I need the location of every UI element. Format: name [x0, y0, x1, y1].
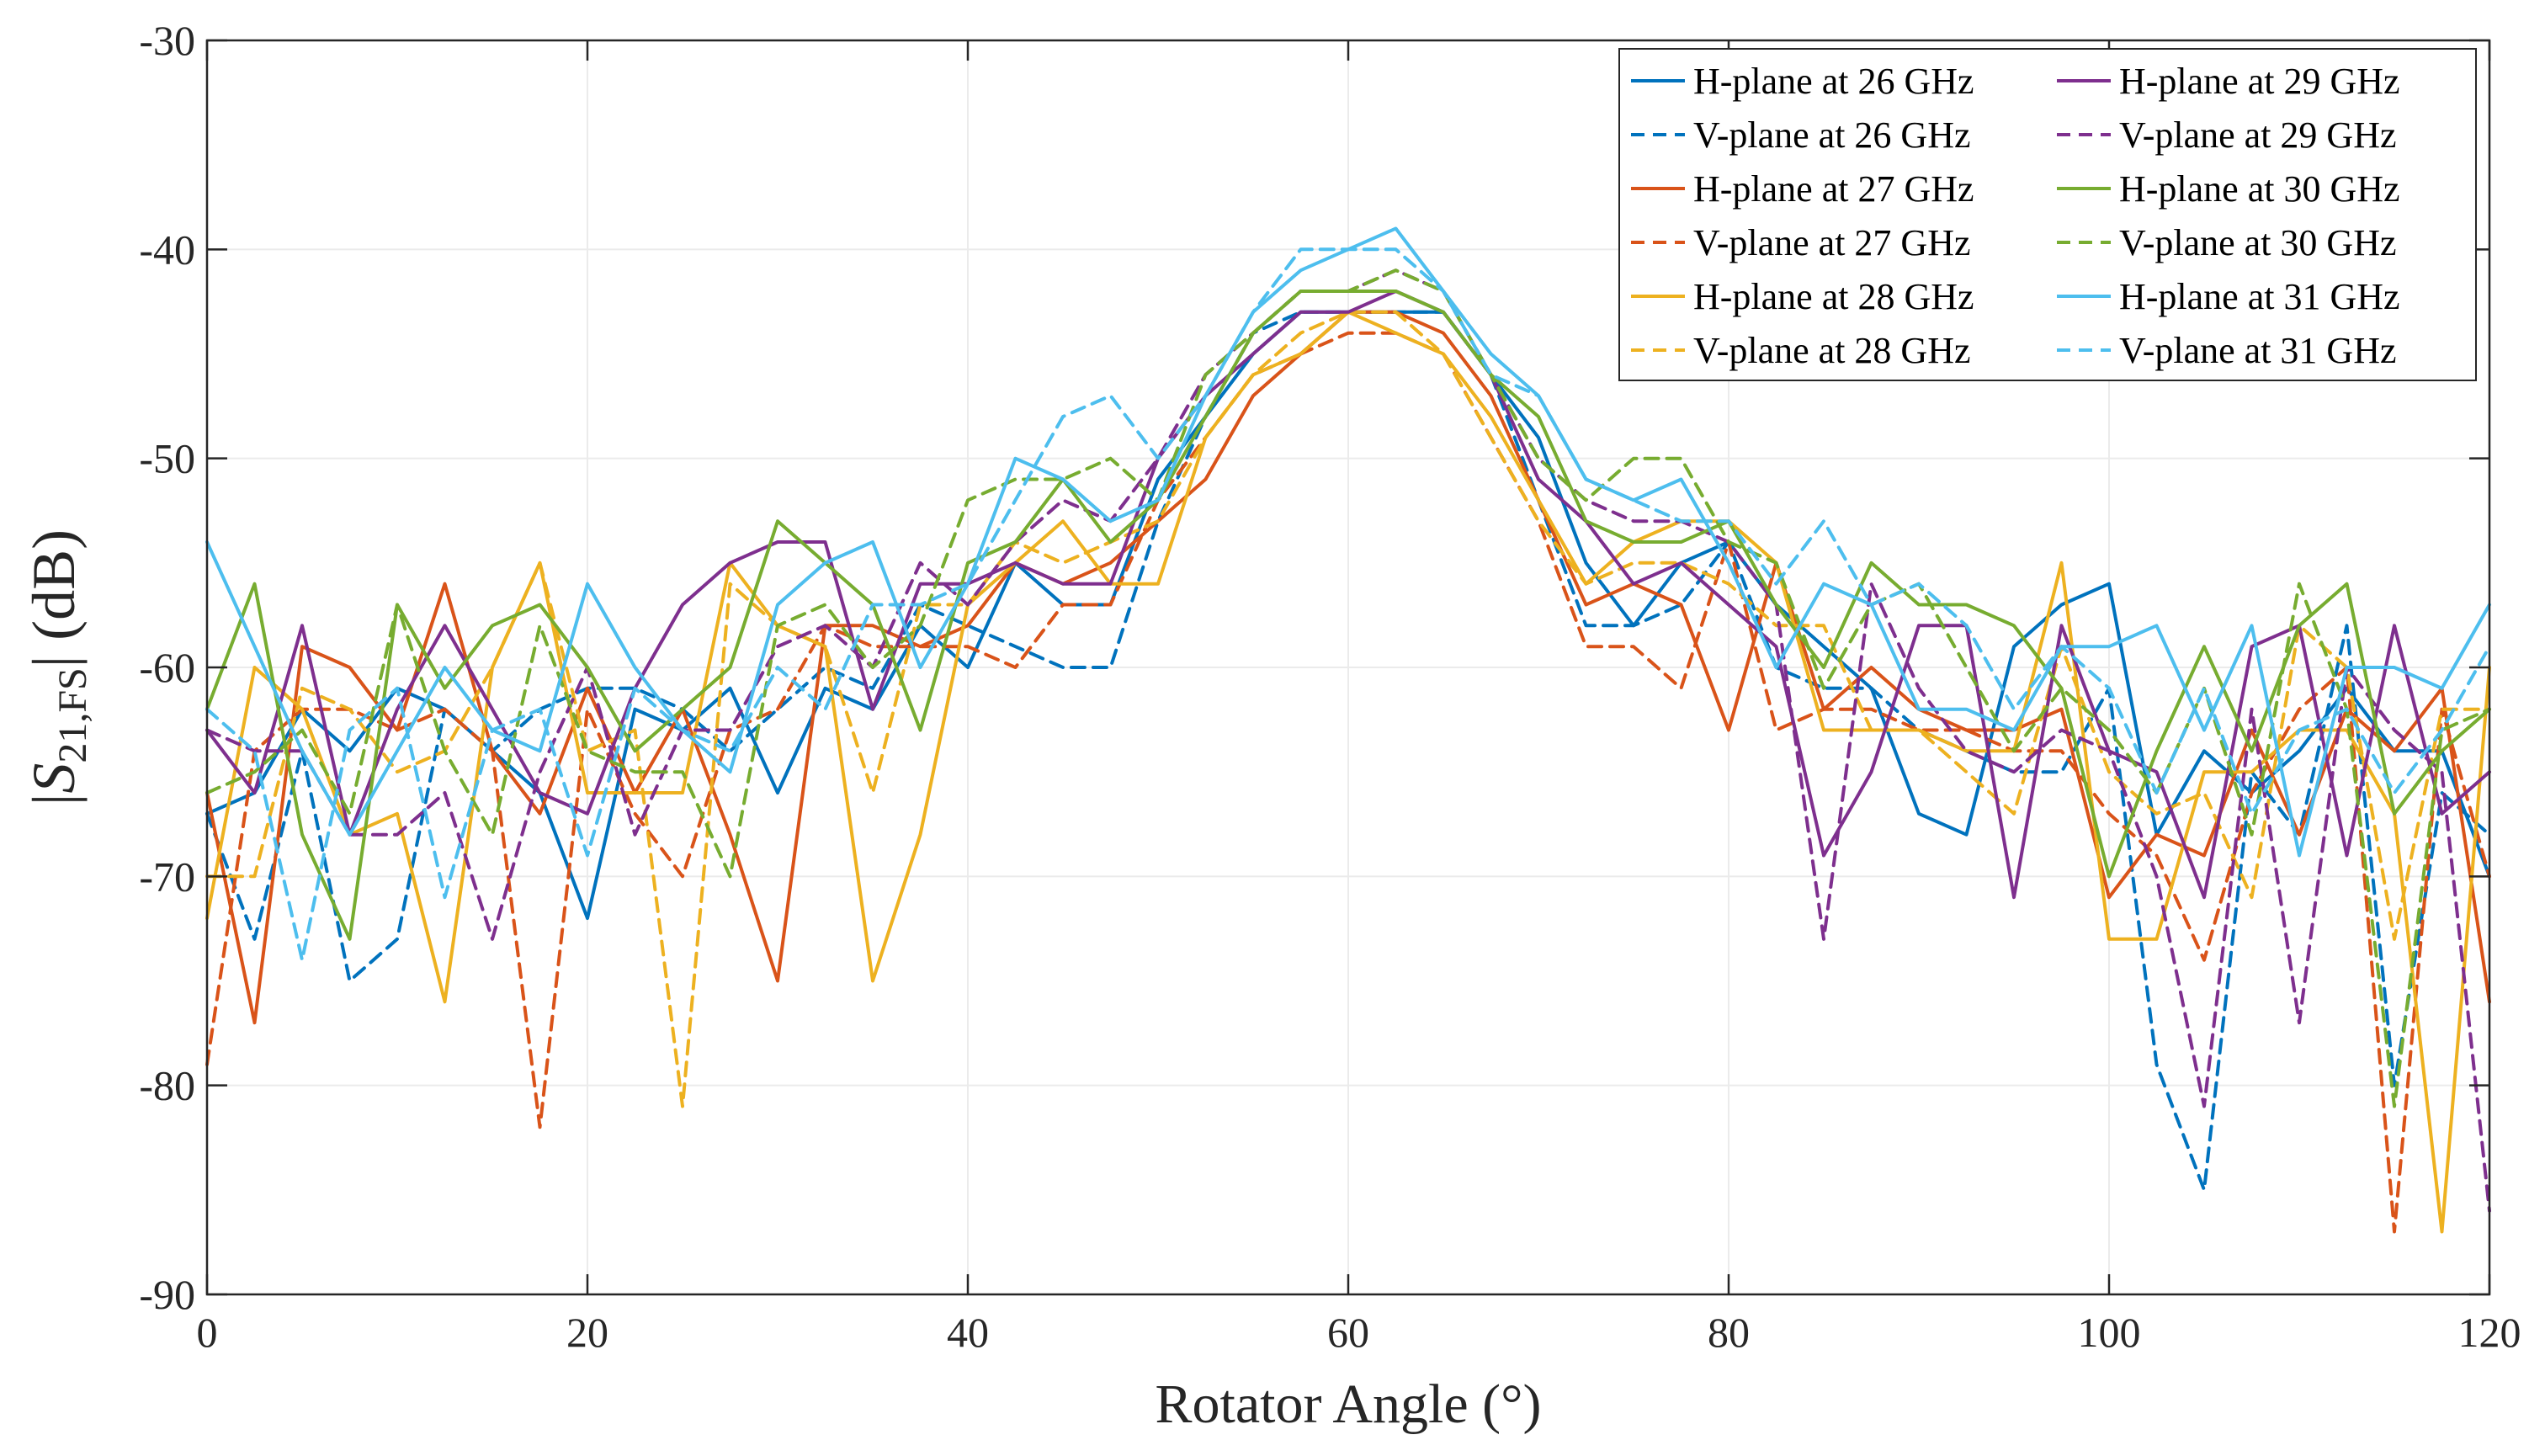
legend-label-11: H-plane at 31 GHz: [2119, 276, 2400, 317]
legend-label-7: H-plane at 29 GHz: [2119, 61, 2400, 102]
legend-label-5: H-plane at 28 GHz: [1693, 276, 1974, 317]
series-line-10: [205, 268, 2491, 1108]
x-tick-label: 60: [1327, 1309, 1369, 1356]
legend: H-plane at 26 GHz V-plane at 26 GHz H-plan…: [1618, 48, 2477, 381]
y-tick-label: -50: [139, 435, 195, 482]
y-axis-label: |S21,FS| (dB): [20, 529, 95, 805]
legend-label-8: V-plane at 29 GHz: [2119, 114, 2397, 156]
y-tick-label: -70: [139, 853, 195, 900]
y-tick-label: -30: [139, 17, 195, 64]
y-axis-label-pre: |: [20, 794, 88, 805]
legend-label-10: V-plane at 30 GHz: [2119, 222, 2397, 263]
legend-label-12: V-plane at 31 GHz: [2119, 330, 2397, 371]
series-group: [205, 226, 2491, 1234]
legend-items: H-plane at 26 GHz V-plane at 26 GHz H-plan…: [1631, 61, 2400, 371]
x-tick-label: 40: [947, 1309, 989, 1356]
legend-label-6: V-plane at 28 GHz: [1693, 330, 1971, 371]
series-line-6: [205, 310, 2491, 1108]
y-tick-label: -80: [139, 1062, 195, 1109]
series-line-12: [205, 247, 2491, 962]
series-line-4: [205, 331, 2491, 1234]
legend-label-2: V-plane at 26 GHz: [1693, 114, 1971, 156]
x-tick-label: 100: [2078, 1309, 2141, 1356]
y-tick-label: -40: [139, 226, 195, 273]
y-axis-label-main: S: [20, 763, 88, 794]
y-axis-label-post: | (dB): [20, 529, 88, 667]
x-axis-label: Rotator Angle (°): [1156, 1374, 1542, 1435]
legend-label-1: H-plane at 26 GHz: [1693, 61, 1974, 102]
x-tick-label: 80: [1708, 1309, 1750, 1356]
y-tick-label: -60: [139, 644, 195, 691]
x-tick-label: 0: [197, 1309, 218, 1356]
x-tick-label: 120: [2458, 1309, 2521, 1356]
x-tick-label: 20: [566, 1309, 608, 1356]
y-tick-label: -90: [139, 1271, 195, 1318]
legend-label-3: H-plane at 27 GHz: [1693, 168, 1974, 210]
legend-label-4: V-plane at 27 GHz: [1693, 222, 1971, 263]
y-axis-label-sub: 21,FS: [50, 667, 95, 763]
legend-label-9: H-plane at 30 GHz: [2119, 168, 2400, 210]
tick-labels: 0 20 40 60 80 100 120 -30 -40 -50 -60 -70 -80 -90: [139, 17, 2521, 1356]
legend-box: [1618, 48, 2477, 381]
